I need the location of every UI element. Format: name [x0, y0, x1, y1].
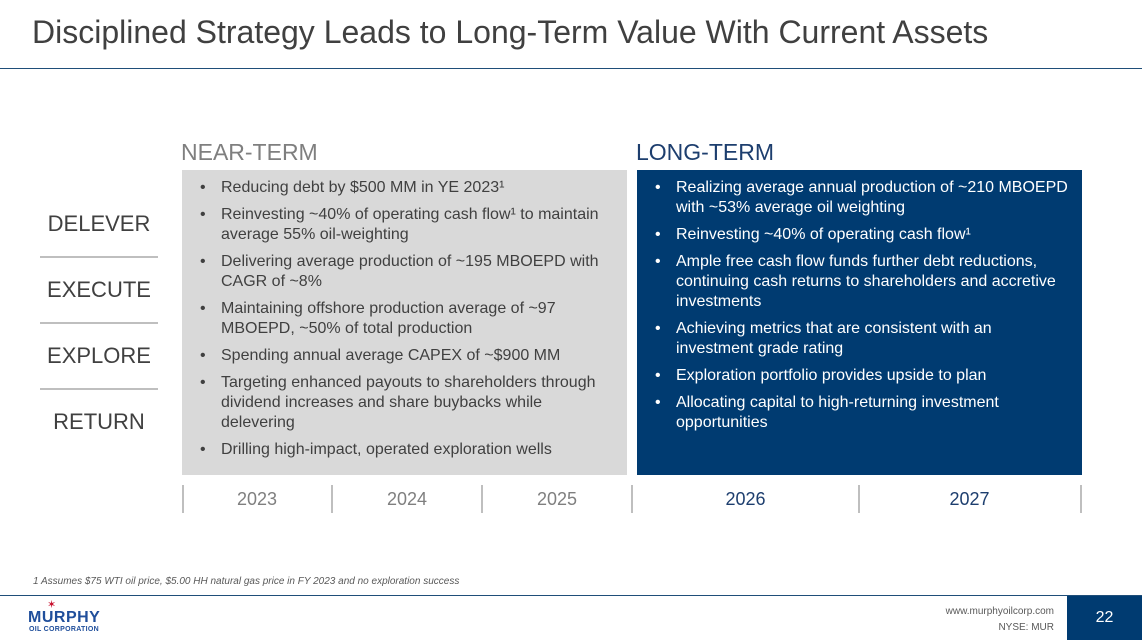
footnote: 1 Assumes $75 WTI oil price, $5.00 HH na…	[33, 576, 460, 587]
footer-divider	[0, 595, 1142, 596]
strategy-labels: DELEVER EXECUTE EXPLORE RETURN	[40, 192, 158, 454]
year-timeline: 2023 2024 2025 2026 2027	[182, 485, 1082, 513]
label-divider	[40, 256, 158, 258]
label-return: RETURN	[53, 409, 145, 434]
near-term-bullet: Reinvesting ~40% of operating cash flow¹…	[200, 205, 617, 245]
near-term-heading: NEAR-TERM	[181, 139, 318, 165]
long-term-bullet: Allocating capital to high-returning inv…	[655, 393, 1072, 433]
year-2026: 2026	[725, 488, 766, 509]
label-execute: EXECUTE	[47, 277, 151, 302]
long-term-list: Realizing average annual production of ~…	[655, 178, 1072, 433]
long-term-panel: Realizing average annual production of ~…	[637, 170, 1082, 475]
near-term-list: Reducing debt by $500 MM in YE 2023¹ Rei…	[200, 178, 617, 460]
long-term-bullet: Ample free cash flow funds further debt …	[655, 252, 1072, 312]
long-term-bullet: Achieving metrics that are consistent wi…	[655, 319, 1072, 359]
near-term-bullet: Targeting enhanced payouts to shareholde…	[200, 373, 617, 433]
label-divider	[40, 322, 158, 324]
year-2024: 2024	[386, 488, 428, 509]
title-divider	[0, 68, 1142, 69]
long-term-bullet: Exploration portfolio provides upside to…	[655, 366, 1072, 386]
page-number: 22	[1067, 596, 1142, 640]
label-delever: DELEVER	[47, 211, 151, 236]
year-2023: 2023	[236, 488, 278, 509]
near-term-panel: Reducing debt by $500 MM in YE 2023¹ Rei…	[182, 170, 627, 475]
website-link[interactable]: www.murphyoilcorp.com	[945, 606, 1054, 617]
label-divider	[40, 388, 158, 390]
logo-name: MURPHY	[28, 609, 101, 626]
near-term-bullet: Reducing debt by $500 MM in YE 2023¹	[200, 178, 617, 198]
timeline-tick	[858, 485, 860, 513]
murphy-logo: ✶ MURPHY OIL CORPORATION	[28, 600, 110, 636]
near-term-bullet: Drilling high-impact, operated explorati…	[200, 440, 617, 460]
year-2027: 2027	[949, 488, 990, 509]
long-term-bullet: Realizing average annual production of ~…	[655, 178, 1072, 218]
page-title: Disciplined Strategy Leads to Long-Term …	[32, 14, 989, 50]
ticker-symbol: NYSE: MUR	[998, 622, 1054, 633]
timeline-tick	[1080, 485, 1082, 513]
near-term-bullet: Delivering average production of ~195 MB…	[200, 252, 617, 292]
year-2025: 2025	[536, 488, 578, 509]
near-term-bullet: Spending annual average CAPEX of ~$900 M…	[200, 346, 617, 366]
footer-info: www.murphyoilcorp.com NYSE: MUR	[946, 604, 1054, 636]
near-term-bullet: Maintaining offshore production average …	[200, 299, 617, 339]
timeline-tick	[481, 485, 483, 513]
logo-subtitle: OIL CORPORATION	[29, 626, 99, 633]
label-explore: EXPLORE	[47, 343, 151, 368]
timeline-tick	[631, 485, 633, 513]
long-term-heading: LONG-TERM	[636, 139, 774, 165]
timeline-tick	[182, 485, 184, 513]
murphy-star-icon: ✶	[47, 599, 57, 611]
long-term-bullet: Reinvesting ~40% of operating cash flow¹	[655, 225, 1072, 245]
timeline-tick	[331, 485, 333, 513]
